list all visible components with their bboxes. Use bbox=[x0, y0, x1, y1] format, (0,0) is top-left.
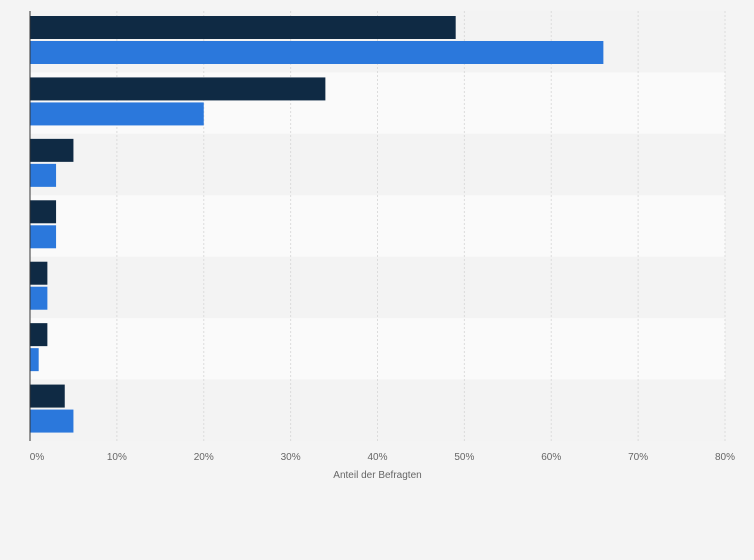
bar-series-1[interactable] bbox=[30, 138, 74, 162]
x-tick-label: 0% bbox=[30, 452, 45, 463]
bar-series-1[interactable] bbox=[30, 323, 48, 347]
x-tick-labels: 0% 10% 20% 30% 40% 50% 60% 70% 80% bbox=[30, 452, 735, 463]
x-tick-label: 30% bbox=[281, 452, 301, 463]
row-band bbox=[30, 195, 725, 257]
x-tick-label: 20% bbox=[194, 452, 214, 463]
bar-series-2[interactable] bbox=[30, 409, 74, 433]
x-tick-label: 80% bbox=[715, 452, 735, 463]
bar-series-1[interactable] bbox=[30, 77, 326, 101]
bar-series-2[interactable] bbox=[30, 225, 57, 249]
bars bbox=[30, 16, 604, 433]
bar-series-2[interactable] bbox=[30, 41, 604, 64]
x-axis-title: Anteil der Befragten bbox=[333, 470, 421, 481]
bar-series-1[interactable] bbox=[30, 200, 57, 224]
x-tick-label: 60% bbox=[541, 452, 561, 463]
x-tick-label: 40% bbox=[367, 452, 387, 463]
bar-series-2[interactable] bbox=[30, 163, 57, 187]
bar-series-2[interactable] bbox=[30, 102, 204, 126]
x-tick-label: 70% bbox=[628, 452, 648, 463]
x-tick-label: 50% bbox=[454, 452, 474, 463]
row-band bbox=[30, 379, 725, 441]
bar-series-2[interactable] bbox=[30, 348, 39, 372]
bar-series-1[interactable] bbox=[30, 384, 65, 408]
bar-series-1[interactable] bbox=[30, 16, 456, 39]
x-tick-label: 10% bbox=[107, 452, 127, 463]
bar-series-2[interactable] bbox=[30, 286, 48, 310]
bar-series-1[interactable] bbox=[30, 261, 48, 285]
